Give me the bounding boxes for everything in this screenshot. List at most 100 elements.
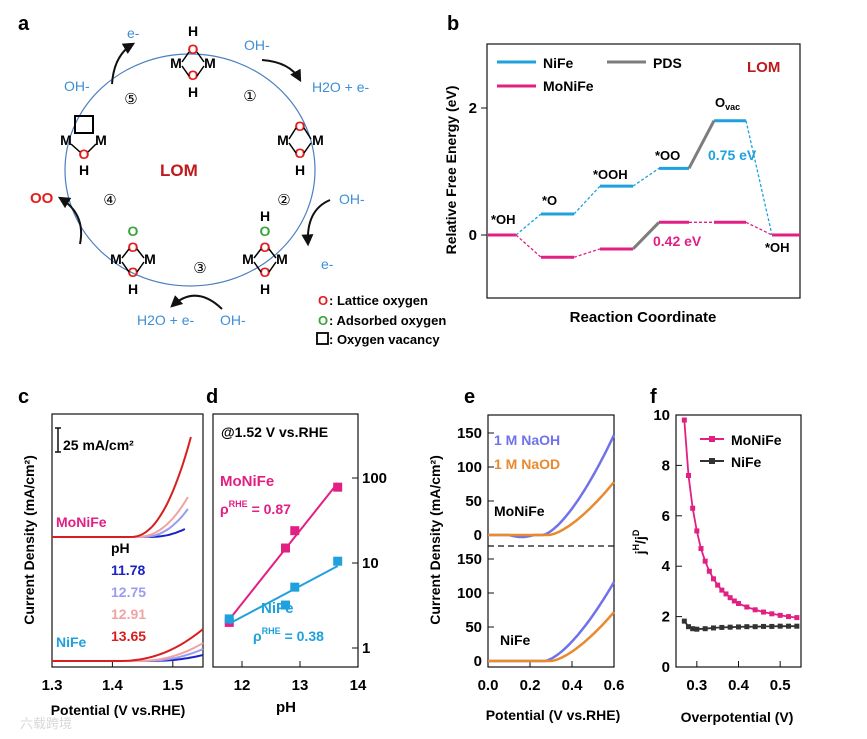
f-xlabel: Overpotential (V) — [681, 709, 794, 725]
f-ytick-label-1: 2 — [662, 609, 670, 626]
molecule-left-bottom: O O M M O H — [110, 223, 156, 297]
arrow-step2 — [301, 199, 331, 247]
e-xtick-label-3: 0.6 — [604, 677, 625, 694]
species-oh-top: OH- — [244, 37, 270, 53]
f-point-MoNiFe-5 — [702, 558, 708, 564]
molecule-left-vacancy: M M O H — [60, 115, 107, 178]
c-curves — [52, 436, 204, 662]
f-point-NiFe-13 — [777, 623, 783, 629]
species-h2o-right: H2O + e- — [312, 79, 370, 95]
c-group-monife: MoNiFe — [56, 514, 107, 530]
panel-d: d @1.52 V vs.RHE pH MoNiFe ρRHE = 0.87 N… — [206, 386, 387, 716]
e-curve-monife-naod — [488, 481, 615, 537]
d-xlabel: pH — [276, 699, 296, 716]
svg-text:M: M — [95, 132, 107, 148]
c-group-nife: NiFe — [56, 634, 87, 650]
panel-label-c: c — [18, 386, 29, 408]
f-legend-marker-monife — [709, 436, 715, 442]
svg-text:H: H — [260, 281, 270, 297]
f-point-NiFe-12 — [769, 623, 775, 629]
panel-b: b 2 0 Relative Free Energy (eV) Reaction… — [443, 13, 801, 326]
f-ytick-label-2: 4 — [662, 558, 671, 575]
d-xtick-label-2: 14 — [350, 677, 367, 694]
f-point-NiFe-9 — [744, 624, 750, 630]
svg-text:: Lattice oxygen: : Lattice oxygen — [329, 293, 428, 308]
svg-text:O: O — [79, 146, 90, 162]
svg-text:O: O — [295, 118, 306, 134]
e-ytick-bot-label-3: 150 — [457, 551, 482, 568]
f-point-MoNiFe-17 — [769, 611, 775, 617]
f-point-MoNiFe-13 — [736, 600, 741, 606]
molecule-right-bottom: H O O M M O H — [242, 208, 288, 297]
svg-text:M: M — [204, 55, 216, 71]
step-5: ⑤ — [124, 91, 137, 108]
svg-text:O: O — [318, 313, 328, 328]
c-legend-1178: 11.78 — [111, 562, 145, 578]
d-point-MoNiFe-1 — [281, 543, 290, 553]
f-point-NiFe-10 — [752, 624, 758, 630]
b-connector-nife-4 — [745, 120, 773, 236]
arrow-step3 — [170, 294, 223, 310]
f-point-NiFe-14 — [786, 623, 791, 629]
f-xtick-label-1: 0.4 — [728, 677, 750, 694]
e-ytick-top-label-0: 0 — [474, 527, 482, 544]
f-point-MoNiFe-16 — [761, 609, 766, 615]
svg-text:H: H — [260, 208, 270, 224]
c-legend-title: pH — [111, 540, 130, 556]
arrow-step4 — [57, 196, 82, 245]
svg-text:O: O — [318, 293, 328, 308]
svg-text:M: M — [277, 132, 289, 148]
e-curve-nife-naoh — [488, 581, 616, 663]
svg-text:: Oxygen vacancy: : Oxygen vacancy — [329, 332, 440, 347]
legend-vacancy-square — [316, 332, 329, 345]
e-xtick-label-1: 0.2 — [520, 677, 541, 694]
b-legend-monife: MoNiFe — [543, 78, 594, 94]
panel-a: a LOM H O M M O H O M M O H H O O M M — [18, 13, 446, 347]
f-point-NiFe-6 — [719, 624, 725, 630]
e-xlabel: Potential (V vs.RHE) — [486, 707, 621, 723]
lom-center-title: LOM — [160, 161, 198, 180]
f-point-NiFe-11 — [761, 623, 766, 629]
b-barrier-nife: 0.75 eV — [708, 147, 757, 163]
b-barrier-monife: 0.42 eV — [653, 233, 702, 249]
d-xtick-label-1: 13 — [292, 677, 309, 694]
svg-text:M: M — [276, 251, 288, 267]
f-xtick-label-0: 0.3 — [686, 677, 707, 694]
svg-text:H: H — [79, 162, 89, 178]
d-ytick-label-0: 1 — [362, 640, 370, 657]
f-ytick-label-4: 8 — [662, 457, 670, 474]
c-xticks: 1.3 1.4 1.5 — [42, 661, 183, 694]
b-legend-nife: NiFe — [543, 55, 574, 71]
b-legend-pds: PDS — [653, 55, 682, 71]
f-ytick-label-0: 0 — [662, 659, 670, 676]
step-2: ② — [277, 192, 290, 209]
svg-text:O: O — [128, 264, 139, 280]
f-point-MoNiFe-18 — [777, 612, 783, 618]
f-legend-nife: NiFe — [731, 454, 762, 470]
panel-label-d: d — [206, 386, 218, 408]
f-point-NiFe-1 — [686, 624, 691, 630]
svg-text:: Adsorbed oxygen: : Adsorbed oxygen — [329, 313, 446, 328]
species-oh-bottom: OH- — [220, 312, 246, 328]
e-ytick-top-label-3: 150 — [457, 425, 482, 442]
b-xlabel: Reaction Coordinate — [570, 309, 717, 326]
d-plot: 12 13 14 1 10 100 — [224, 470, 387, 694]
f-point-NiFe-5 — [711, 625, 716, 631]
svg-text:H: H — [295, 162, 305, 178]
species-oh-left: OH- — [64, 78, 90, 94]
b-connector-nife-2 — [632, 167, 660, 187]
svg-text:M: M — [170, 55, 182, 71]
step-3: ③ — [193, 260, 206, 277]
b-connector-nife-0 — [515, 213, 542, 236]
arrow-step5 — [111, 42, 136, 85]
b-ylabel: Relative Free Energy (eV) — [443, 86, 459, 255]
species-oo: OO — [30, 190, 54, 207]
svg-text:O: O — [295, 145, 306, 161]
d-fit-line-NiFe — [228, 565, 339, 625]
f-point-MoNiFe-2 — [690, 505, 696, 511]
svg-text:O: O — [128, 239, 139, 255]
d-label-monife: MoNiFe — [220, 473, 274, 490]
f-point-MoNiFe-0 — [681, 417, 687, 423]
step-4: ④ — [103, 192, 116, 209]
svg-text:H: H — [188, 84, 198, 100]
